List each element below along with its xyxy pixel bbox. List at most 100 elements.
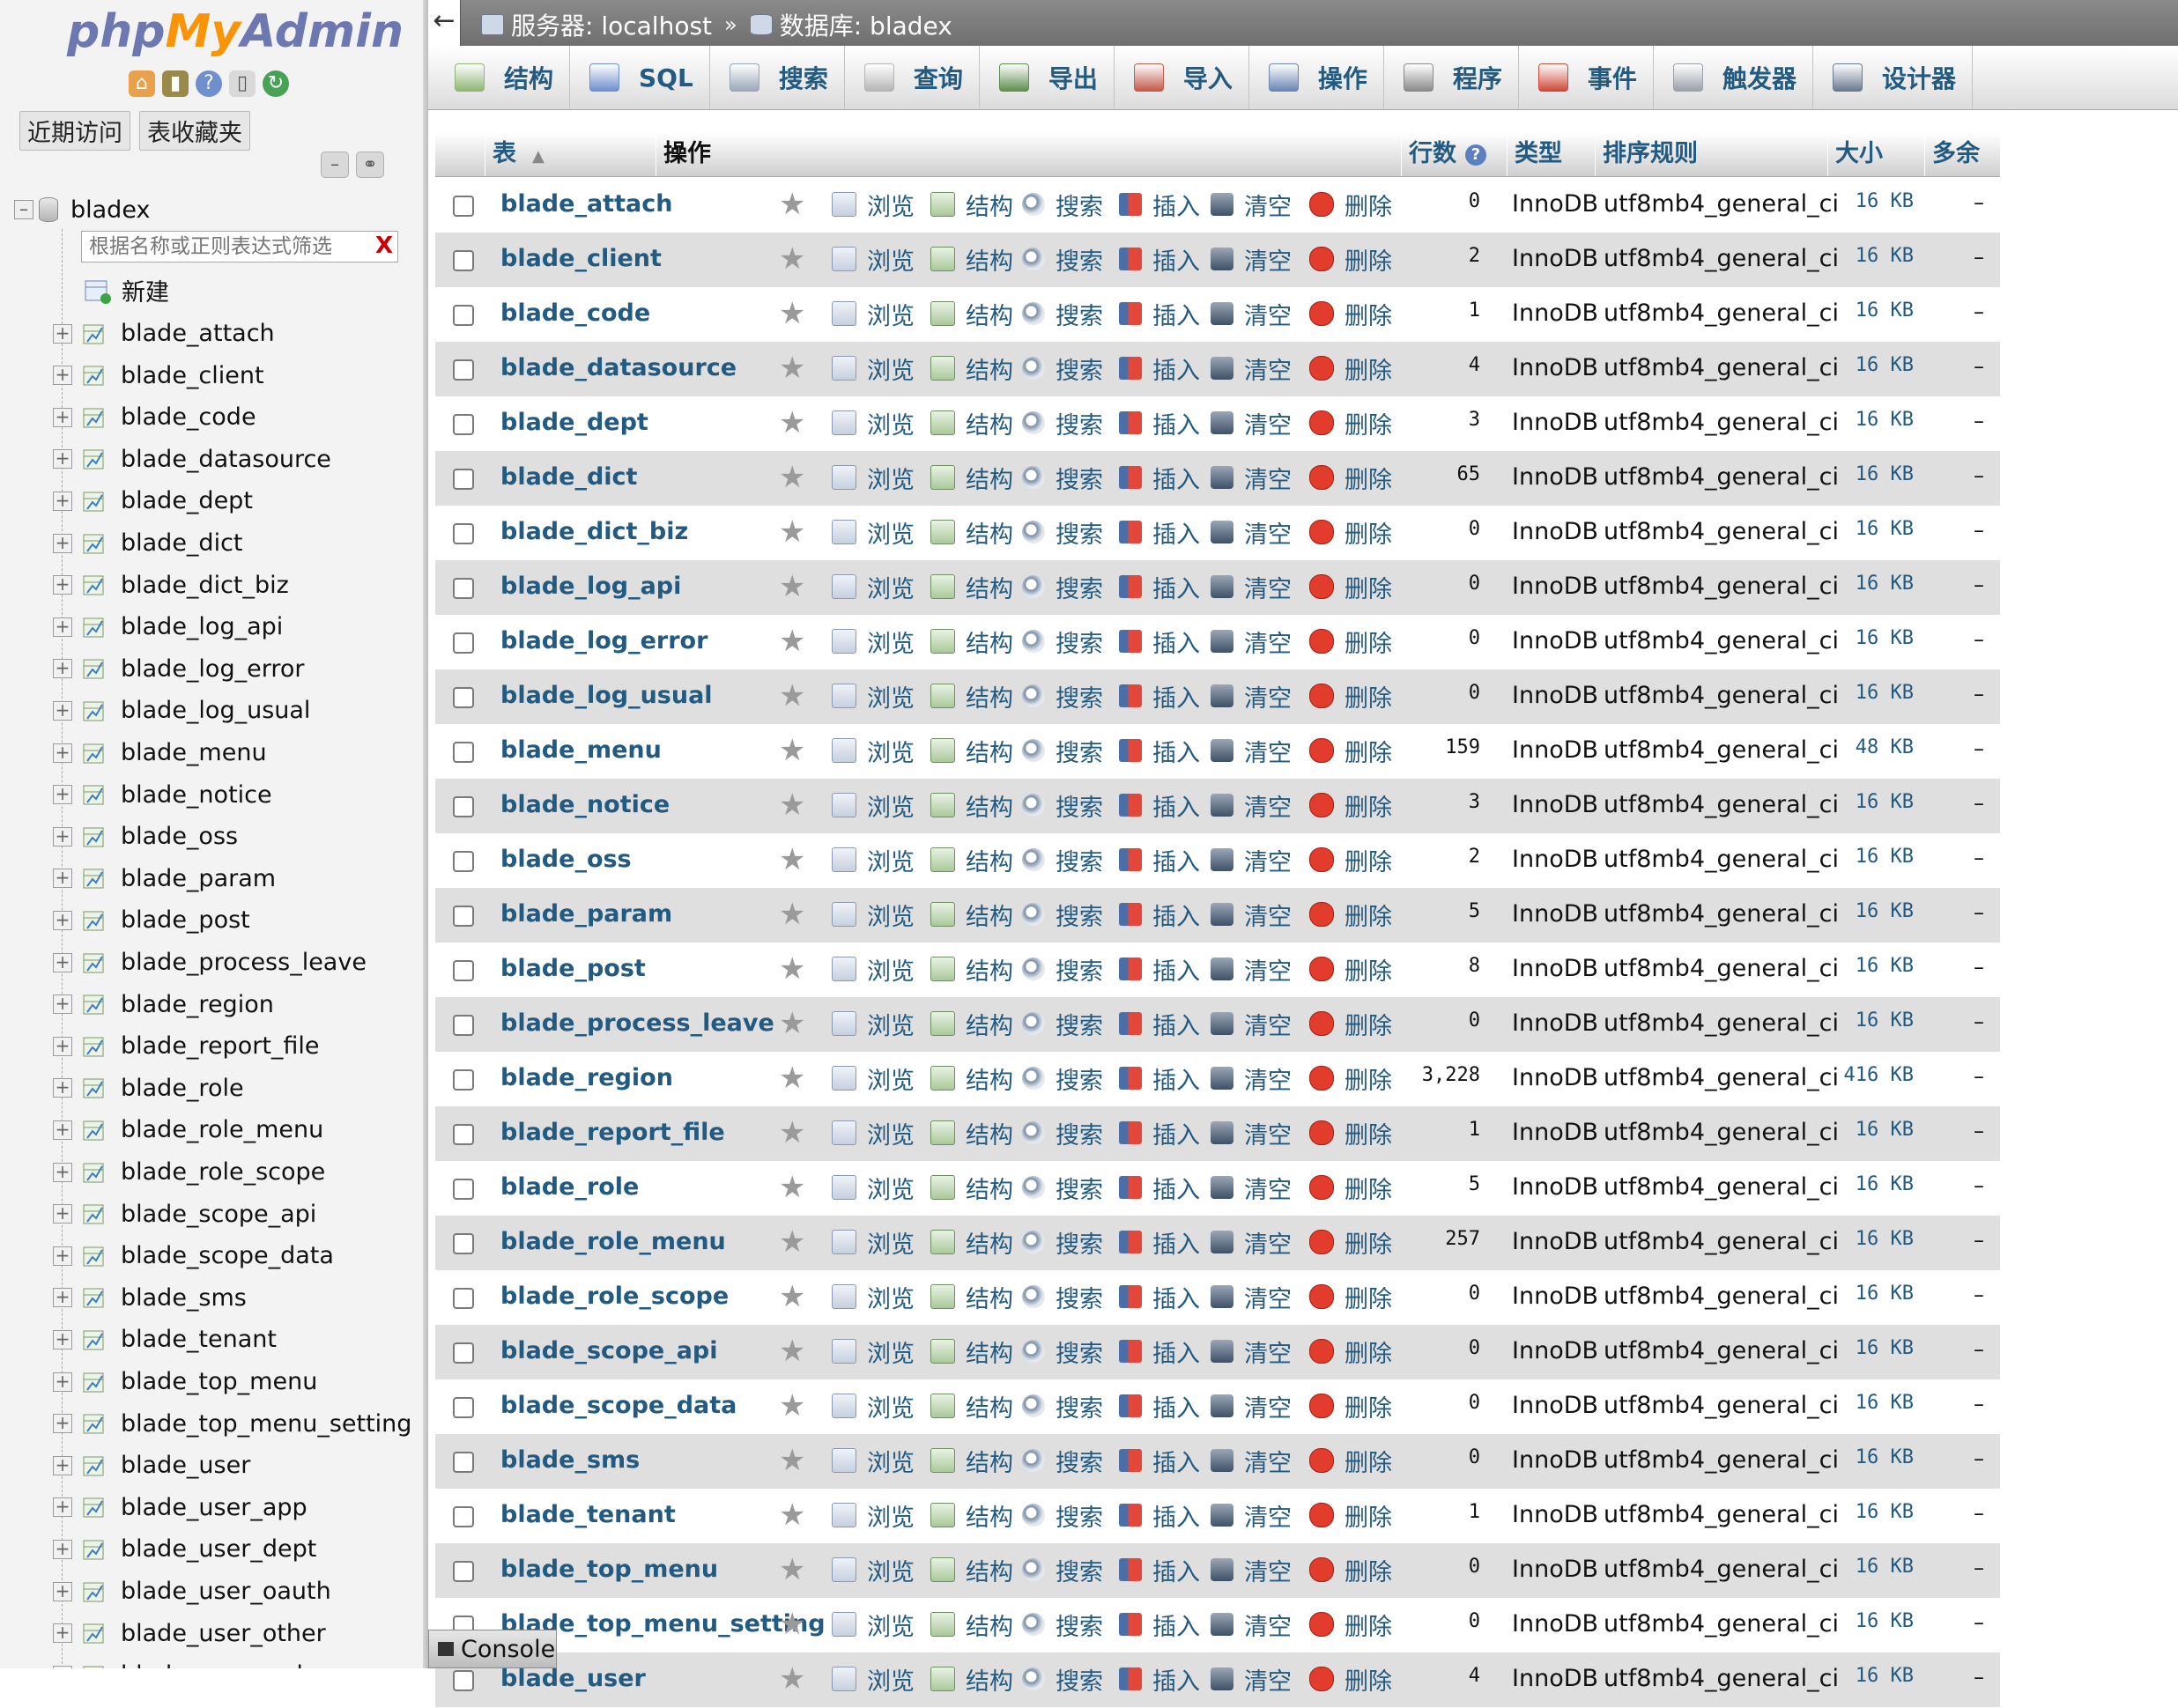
search-action[interactable]: 搜索 <box>1022 243 1103 276</box>
table-size[interactable]: 16 KB <box>1855 1446 1914 1468</box>
tab-structure[interactable]: 结构 <box>435 46 571 109</box>
search-action[interactable]: 搜索 <box>1022 1554 1103 1586</box>
toggle-nav-button[interactable]: ← <box>428 0 461 46</box>
table-name-link[interactable]: blade_log_api <box>500 573 682 600</box>
search-action[interactable]: 搜索 <box>1022 1499 1103 1532</box>
structure-action[interactable]: 结构 <box>930 243 1013 276</box>
phpmyadmin-logo[interactable]: phpMyAdmin <box>67 5 404 58</box>
empty-action[interactable]: 清空 <box>1211 1335 1292 1368</box>
nav-table-item[interactable]: + blade_user_oauth <box>0 1571 423 1612</box>
table-size[interactable]: 16 KB <box>1855 1556 1914 1578</box>
nav-table-item[interactable]: + blade_dict <box>0 522 423 564</box>
browse-action[interactable]: 浏览 <box>832 1663 915 1696</box>
search-action[interactable]: 搜索 <box>1022 516 1103 549</box>
browse-action[interactable]: 浏览 <box>832 516 915 549</box>
table-size[interactable]: 16 KB <box>1855 1119 1914 1141</box>
drop-action[interactable]: 删除 <box>1309 844 1392 876</box>
structure-action[interactable]: 结构 <box>930 352 1013 385</box>
row-checkbox[interactable] <box>453 742 474 763</box>
table-size[interactable]: 16 KB <box>1855 190 1914 212</box>
tab-sql[interactable]: SQL <box>570 46 710 109</box>
table-name-link[interactable]: blade_tenant <box>500 1501 676 1528</box>
search-action[interactable]: 搜索 <box>1022 844 1103 876</box>
row-checkbox[interactable] <box>453 960 474 981</box>
header-overhead[interactable]: 多余 <box>1924 132 2003 176</box>
insert-action[interactable]: 插入 <box>1119 1008 1200 1040</box>
browse-action[interactable]: 浏览 <box>832 1554 915 1586</box>
nav-table-item[interactable]: + blade_tenant <box>0 1319 423 1360</box>
nav-table-item[interactable]: + blade_scope_api <box>0 1194 423 1235</box>
favorite-star-icon[interactable]: ★ <box>779 1061 806 1096</box>
browse-action[interactable]: 浏览 <box>832 898 915 931</box>
nav-table-item[interactable]: + blade_top_menu_setting <box>0 1403 423 1445</box>
expand-icon[interactable]: + <box>53 952 72 972</box>
expand-icon[interactable]: + <box>53 407 72 427</box>
browse-action[interactable]: 浏览 <box>832 352 915 385</box>
expand-icon[interactable]: + <box>53 743 72 763</box>
browse-action[interactable]: 浏览 <box>832 1008 915 1040</box>
empty-action[interactable]: 清空 <box>1211 516 1292 549</box>
insert-action[interactable]: 插入 <box>1119 243 1200 276</box>
structure-action[interactable]: 结构 <box>930 1062 1013 1095</box>
insert-action[interactable]: 插入 <box>1119 1499 1200 1532</box>
structure-action[interactable]: 结构 <box>930 1281 1013 1313</box>
empty-action[interactable]: 清空 <box>1211 352 1292 385</box>
empty-action[interactable]: 清空 <box>1211 407 1292 440</box>
favorite-star-icon[interactable]: ★ <box>779 842 806 877</box>
row-checkbox[interactable] <box>453 1288 474 1309</box>
favorite-star-icon[interactable]: ★ <box>779 1006 806 1041</box>
table-size[interactable]: 16 KB <box>1855 627 1914 649</box>
table-name-link[interactable]: blade_region <box>500 1064 673 1091</box>
browse-action[interactable]: 浏览 <box>832 1172 915 1204</box>
expand-icon[interactable]: + <box>53 1120 72 1140</box>
row-checkbox[interactable] <box>453 906 474 927</box>
nav-table-item[interactable]: + blade_sms <box>0 1277 423 1319</box>
search-action[interactable]: 搜索 <box>1022 1117 1103 1150</box>
table-filter-input[interactable] <box>81 231 398 262</box>
expand-icon[interactable]: + <box>53 1455 72 1475</box>
insert-action[interactable]: 插入 <box>1119 1663 1200 1696</box>
empty-action[interactable]: 清空 <box>1211 789 1292 822</box>
empty-action[interactable]: 清空 <box>1211 1008 1292 1040</box>
browse-action[interactable]: 浏览 <box>832 1390 915 1423</box>
table-name-link[interactable]: blade_report_file <box>500 1119 725 1146</box>
drop-action[interactable]: 删除 <box>1309 1117 1392 1150</box>
drop-action[interactable]: 删除 <box>1309 789 1392 822</box>
drop-action[interactable]: 删除 <box>1309 735 1392 767</box>
browse-action[interactable]: 浏览 <box>832 1281 915 1313</box>
browse-action[interactable]: 浏览 <box>832 189 915 221</box>
expand-icon[interactable]: + <box>53 869 72 889</box>
home-icon[interactable]: ⌂ <box>129 70 155 97</box>
favorite-star-icon[interactable]: ★ <box>779 951 806 987</box>
insert-action[interactable]: 插入 <box>1119 298 1200 330</box>
row-checkbox[interactable] <box>453 469 474 490</box>
browse-action[interactable]: 浏览 <box>832 1335 915 1368</box>
row-checkbox[interactable] <box>453 1506 474 1527</box>
nav-table-item[interactable]: + blade_user_app <box>0 1487 423 1528</box>
tab-triggers[interactable]: 触发器 <box>1654 46 1813 109</box>
expand-icon[interactable]: + <box>53 1288 72 1308</box>
insert-action[interactable]: 插入 <box>1119 625 1200 658</box>
header-collation[interactable]: 排序规则 <box>1595 132 1823 176</box>
table-name-link[interactable]: blade_role_menu <box>500 1228 726 1255</box>
favorite-star-icon[interactable]: ★ <box>779 1607 806 1642</box>
insert-action[interactable]: 插入 <box>1119 735 1200 767</box>
insert-action[interactable]: 插入 <box>1119 189 1200 221</box>
structure-action[interactable]: 结构 <box>930 189 1013 221</box>
nav-table-item[interactable]: + blade_user <box>0 1445 423 1486</box>
structure-action[interactable]: 结构 <box>930 1499 1013 1532</box>
drop-action[interactable]: 删除 <box>1309 1445 1392 1477</box>
drop-action[interactable]: 删除 <box>1309 407 1392 440</box>
nav-table-item[interactable]: + blade_process_leave <box>0 942 423 983</box>
expand-icon[interactable]: + <box>53 826 72 847</box>
table-name-link[interactable]: blade_code <box>500 299 651 327</box>
expand-icon[interactable]: + <box>53 659 72 679</box>
new-table-link[interactable]: 新建 <box>85 273 169 307</box>
table-size[interactable]: 16 KB <box>1855 846 1914 868</box>
expand-icon[interactable]: + <box>53 1204 72 1224</box>
table-name-link[interactable]: blade_attach <box>500 190 673 218</box>
drop-action[interactable]: 删除 <box>1309 898 1392 931</box>
table-name-link[interactable]: blade_sms <box>500 1446 641 1474</box>
insert-action[interactable]: 插入 <box>1119 516 1200 549</box>
table-size[interactable]: 16 KB <box>1855 1283 1914 1305</box>
